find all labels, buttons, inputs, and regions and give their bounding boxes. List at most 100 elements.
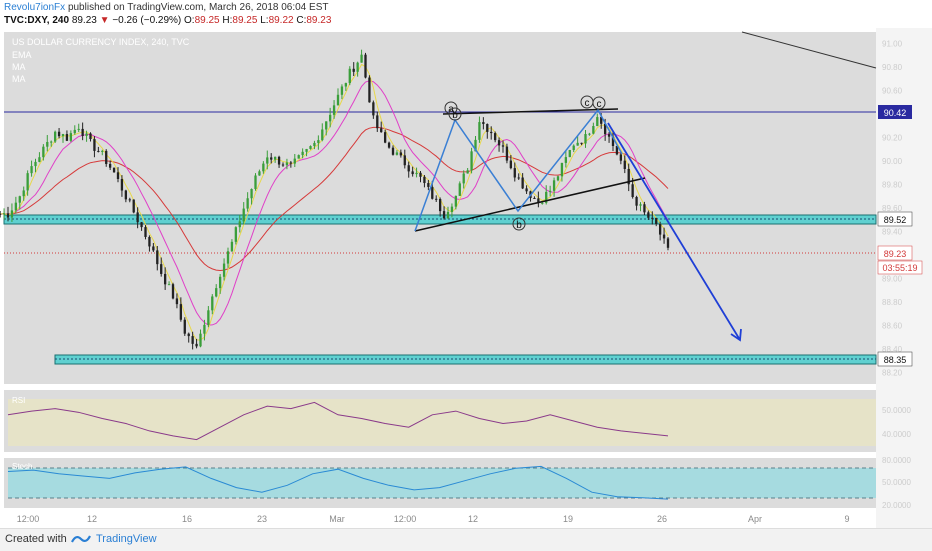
stoch-band	[8, 468, 876, 498]
candle-body	[442, 211, 446, 219]
legend-title: US DOLLAR CURRENCY INDEX, 240, TVC	[12, 37, 190, 47]
candle-body	[108, 163, 112, 168]
price-tick: 88.20	[882, 368, 903, 377]
candle-body	[187, 333, 190, 337]
candle-body	[273, 156, 277, 160]
candle-body	[407, 165, 410, 172]
candle-body	[419, 172, 422, 177]
candle-body	[399, 152, 403, 156]
candle-body	[521, 177, 524, 189]
candle-body	[148, 236, 151, 247]
candle-body	[289, 162, 293, 164]
candle-body	[380, 128, 383, 133]
open-value: 89.25	[194, 15, 220, 26]
support-badge-text: 89.52	[884, 215, 907, 225]
candle-body	[199, 333, 202, 347]
stoch-tick-80: 80.0000	[882, 456, 911, 465]
publish-line: Revolu7ionFx published on TradingView.co…	[4, 2, 328, 13]
candle-body	[458, 183, 461, 196]
resistance-badge	[878, 105, 912, 119]
stoch-line	[7, 465, 669, 500]
harmonic-pattern[interactable]	[414, 108, 623, 232]
pattern-labels: a b c c b	[444, 95, 606, 231]
price-tick-labels: 91.0090.8090.6090.4090.2090.0089.8089.60…	[882, 40, 903, 378]
tradingview-brand-link[interactable]: TradingView	[96, 533, 157, 545]
candle-body	[191, 336, 194, 344]
candle-body	[179, 304, 183, 320]
candle-body	[101, 150, 104, 152]
candle-body	[297, 155, 300, 159]
author-link[interactable]: Revolu7ionFx	[4, 2, 66, 13]
candle-body	[588, 133, 591, 135]
candle-body	[482, 122, 485, 125]
candle-body	[313, 142, 316, 147]
candle-body	[262, 163, 265, 172]
projection-arrow[interactable]	[607, 122, 741, 341]
candle-body	[490, 131, 493, 134]
candle-body	[175, 298, 179, 305]
candle-body	[97, 150, 100, 152]
candle-body	[513, 168, 516, 178]
candle-body	[545, 191, 548, 203]
candle-body	[395, 152, 399, 155]
legend-ma1: MA	[12, 62, 26, 72]
stoch-label: Stoch	[12, 462, 32, 471]
candle-body	[246, 198, 249, 209]
candle-body	[462, 173, 465, 184]
candle-body	[548, 190, 552, 192]
candle-body	[556, 176, 560, 181]
candle-body	[69, 133, 73, 141]
candle-body	[81, 128, 84, 136]
ma-fast-line	[0, 80, 669, 326]
candle-body	[136, 212, 139, 223]
candle-body	[46, 141, 49, 147]
rsi-label: RSI	[12, 396, 25, 405]
time-tick: 23	[257, 514, 267, 524]
candle-body	[317, 140, 320, 143]
candle-body	[509, 160, 513, 169]
time-tick: Apr	[748, 514, 762, 524]
triangle-upper-line[interactable]	[442, 108, 619, 115]
chart-header: Revolu7ionFx published on TradingView.co…	[0, 0, 932, 28]
candle-body	[611, 136, 615, 146]
candle-body	[77, 128, 80, 130]
candle-body	[478, 122, 481, 140]
candle-body	[277, 156, 281, 165]
candle-body	[533, 197, 536, 199]
last-price-badge-text: 89.23	[884, 249, 907, 259]
triangle-lower-line[interactable]	[414, 177, 646, 232]
last-value: 89.23	[71, 15, 97, 26]
candle-body	[600, 117, 603, 124]
candle-body	[647, 212, 650, 218]
change-value: −0.26 (−0.29%)	[112, 15, 182, 26]
time-tick: 12:00	[17, 514, 40, 524]
candle-body	[116, 172, 120, 180]
candle-body	[171, 284, 175, 299]
candle-body	[22, 190, 25, 197]
time-tick: 16	[182, 514, 192, 524]
time-axis[interactable]	[0, 509, 878, 528]
candle-body	[61, 134, 65, 137]
candle-body	[89, 133, 92, 140]
candle-body	[258, 171, 261, 176]
stoch-tick-20: 20.0000	[882, 501, 911, 510]
legend-ma2: MA	[12, 74, 26, 84]
price-tick: 90.20	[882, 134, 903, 143]
candle-body	[643, 204, 646, 213]
chart-canvas[interactable]: a b c c b US DOLLAR CURRENCY INDEX, 240,…	[0, 28, 932, 528]
candle-body	[124, 190, 128, 200]
time-tick: 19	[563, 514, 573, 524]
candle-body	[615, 145, 619, 155]
candle-body	[607, 134, 611, 137]
candle-body	[623, 160, 626, 169]
rsi-line	[7, 401, 669, 441]
time-tick: 12:00	[394, 514, 417, 524]
price-tick: 88.60	[882, 321, 903, 330]
candle-body	[344, 83, 348, 87]
candle-body	[493, 133, 497, 141]
candle-body	[655, 217, 658, 224]
candle-body	[552, 180, 556, 191]
candle-body	[360, 54, 363, 63]
descending-trendline[interactable]	[741, 31, 877, 69]
created-with-text: Created with	[5, 533, 67, 545]
